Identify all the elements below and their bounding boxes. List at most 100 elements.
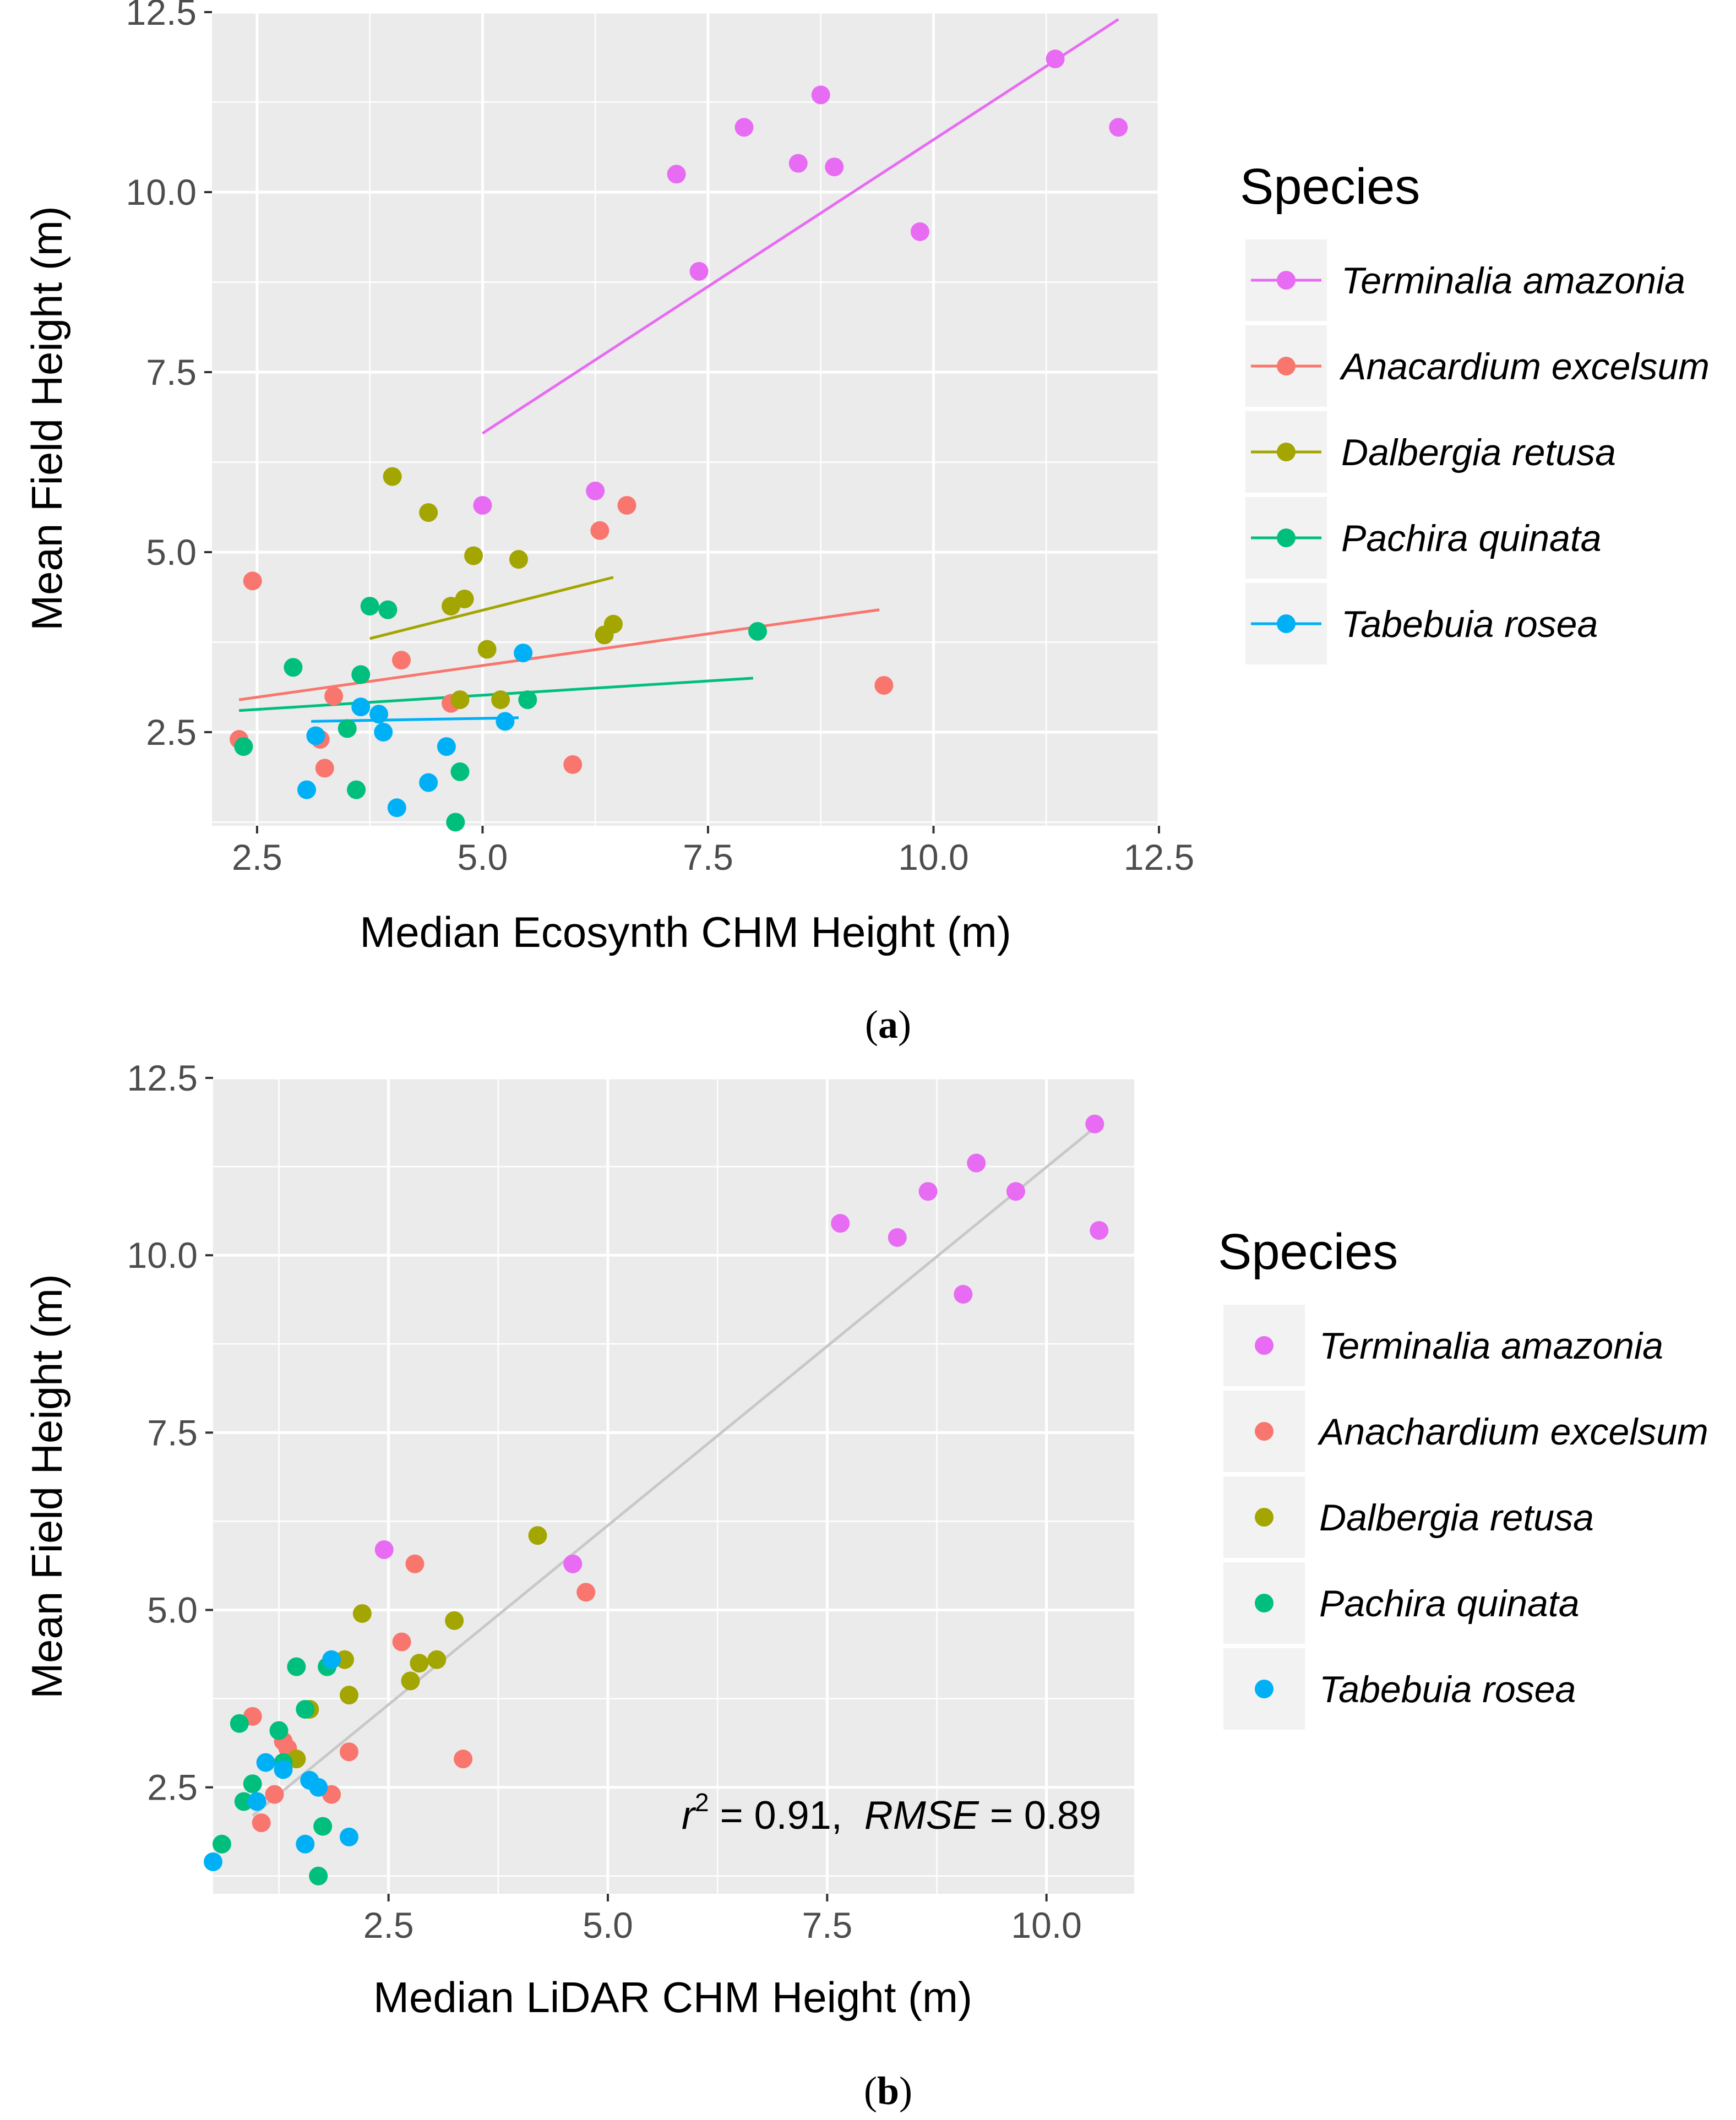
annot-eq2: = 0.89 (979, 1794, 1101, 1838)
point-tabebuia-rosea (374, 722, 393, 742)
point-anachardium-excelsum (576, 1583, 596, 1602)
legend-title: Species (1218, 1224, 1398, 1280)
point-pachira-quinata (287, 1657, 306, 1676)
fit-line-terminalia-amazonia (482, 18, 1119, 435)
point-dalbergia-retusa (352, 1604, 372, 1623)
point-pachira-quinata (243, 1774, 262, 1794)
y-tick-label: 12.5 (127, 1058, 198, 1098)
point-tabebuia-rosea (297, 780, 316, 799)
legend-key-point (1277, 357, 1296, 375)
y-tick-label: 10.0 (126, 172, 197, 212)
x-axis-title-b: Median LiDAR CHM Height (m) (373, 1973, 972, 2021)
legend-key-point (1277, 443, 1296, 461)
point-dalbergia-retusa (383, 467, 402, 486)
point-dalbergia-retusa (339, 1686, 358, 1705)
x-tick-label: 2.5 (232, 837, 282, 878)
point-terminalia-amazonia (1046, 50, 1065, 69)
legend-key-point (1255, 1680, 1274, 1698)
legend-label-terminalia-amazonia: Terminalia amazonia (1319, 1325, 1663, 1367)
legend-label-pachira-quinata: Pachira quinata (1319, 1583, 1580, 1625)
y-ticks-b: 2.5 5.0 7.5 10.0 12.5 (127, 1058, 213, 1808)
legend-key-point (1255, 1336, 1274, 1355)
legend-label-dalbergia-retusa: Dalbergia retusa (1341, 432, 1616, 473)
legend-key-point (1277, 614, 1296, 633)
point-pachira-quinata (347, 780, 366, 799)
point-anachardium-excelsum (339, 1742, 358, 1762)
point-tabebuia-rosea (419, 773, 438, 792)
x-tick-label: 10.0 (898, 837, 968, 878)
point-terminalia-amazonia (374, 1540, 394, 1559)
point-tabebuia-rosea (351, 697, 371, 717)
x-tick-label: 5.0 (583, 1905, 633, 1945)
point-dalbergia-retusa (509, 550, 528, 569)
point-pachira-quinata (338, 719, 357, 738)
y-tick-label: 5.0 (146, 532, 197, 573)
legend-key-point (1255, 1594, 1274, 1612)
x-tick-label: 7.5 (683, 837, 733, 878)
point-dalbergia-retusa (401, 1671, 420, 1691)
point-terminalia-amazonia (586, 481, 605, 500)
point-pachira-quinata (450, 762, 470, 781)
point-tabebuia-rosea (274, 1760, 293, 1779)
panel-b: 2.5 5.0 7.5 10.0 2.5 5.0 7.5 10.0 12.5 r2 = 0.9… (23, 1058, 1708, 2113)
point-dalbergia-retusa (335, 1650, 354, 1669)
y-tick-label: 7.5 (147, 1412, 198, 1453)
point-terminalia-amazonia (788, 154, 808, 173)
y-tick-label: 2.5 (146, 712, 197, 753)
caption-letter-b: b (877, 2069, 899, 2113)
point-dalbergia-retusa (419, 503, 438, 522)
caption-b: (b) (864, 2069, 912, 2113)
x-tick-label: 5.0 (458, 837, 508, 878)
y-axis-title-a: Mean Field Height (m) (23, 206, 71, 631)
fit-lines-b (252, 1122, 1100, 1817)
x-tick-label: 12.5 (1124, 837, 1194, 878)
point-pachira-quinata (212, 1834, 231, 1854)
points-a (230, 50, 1128, 832)
legend-label-terminalia-amazonia: Terminalia amazonia (1341, 260, 1685, 302)
legend-label-anachardium-excelsum: Anachardium excelsum (1317, 1411, 1708, 1453)
panel-a: 2.5 5.0 7.5 10.0 12.5 2.5 5.0 7.5 10.0 12.5 Medi… (23, 0, 1710, 1047)
point-terminalia-amazonia (1109, 118, 1128, 137)
legend-a: Species Terminalia amazonia Anacardium exc… (1240, 159, 1710, 664)
point-anacardium-excelsum (315, 759, 334, 778)
point-pachira-quinata (518, 690, 537, 710)
point-tabebuia-rosea (296, 1834, 315, 1854)
y-tick-label: 12.5 (126, 0, 197, 32)
point-terminalia-amazonia (811, 85, 830, 105)
legend-label-anacardium-excelsum: Anacardium excelsum (1339, 346, 1710, 388)
legend-label-tabebuia-rosea: Tabebuia rosea (1319, 1669, 1576, 1710)
point-anachardium-excelsum (405, 1554, 425, 1573)
point-dalbergia-retusa (455, 589, 474, 608)
point-anacardium-excelsum (324, 686, 344, 706)
point-terminalia-amazonia (689, 261, 709, 281)
annot-rmse: RMSE (864, 1794, 979, 1838)
point-dalbergia-retusa (410, 1654, 429, 1673)
point-tabebuia-rosea (339, 1827, 358, 1846)
point-terminalia-amazonia (918, 1182, 938, 1201)
fit-line-dalbergia-retusa (369, 576, 614, 640)
x-ticks-a: 2.5 5.0 7.5 10.0 12.5 (232, 826, 1194, 878)
points-b (204, 1114, 1109, 1885)
point-terminalia-amazonia (831, 1214, 850, 1233)
point-dalbergia-retusa (445, 1611, 464, 1630)
y-tick-label: 5.0 (147, 1590, 198, 1631)
point-pachira-quinata (230, 1714, 249, 1733)
fit-line-anacardium-excelsum (238, 608, 880, 701)
point-tabebuia-rosea (247, 1792, 266, 1811)
point-terminalia-amazonia (967, 1153, 986, 1173)
point-dalbergia-retusa (450, 690, 470, 710)
point-dalbergia-retusa (491, 690, 510, 710)
point-terminalia-amazonia (910, 222, 929, 241)
caption-letter-a: a (878, 1002, 898, 1047)
legend-key-point (1255, 1422, 1274, 1441)
x-tick-label: 10.0 (1011, 1905, 1081, 1945)
point-dalbergia-retusa (528, 1526, 547, 1545)
point-pachira-quinata (284, 658, 303, 677)
point-tabebuia-rosea (496, 712, 515, 731)
point-anachardium-excelsum (392, 1632, 411, 1652)
point-terminalia-amazonia (825, 157, 844, 177)
y-tick-label: 10.0 (127, 1235, 198, 1276)
y-ticks-a: 2.5 5.0 7.5 10.0 12.5 (126, 0, 212, 753)
point-terminalia-amazonia (473, 495, 492, 515)
